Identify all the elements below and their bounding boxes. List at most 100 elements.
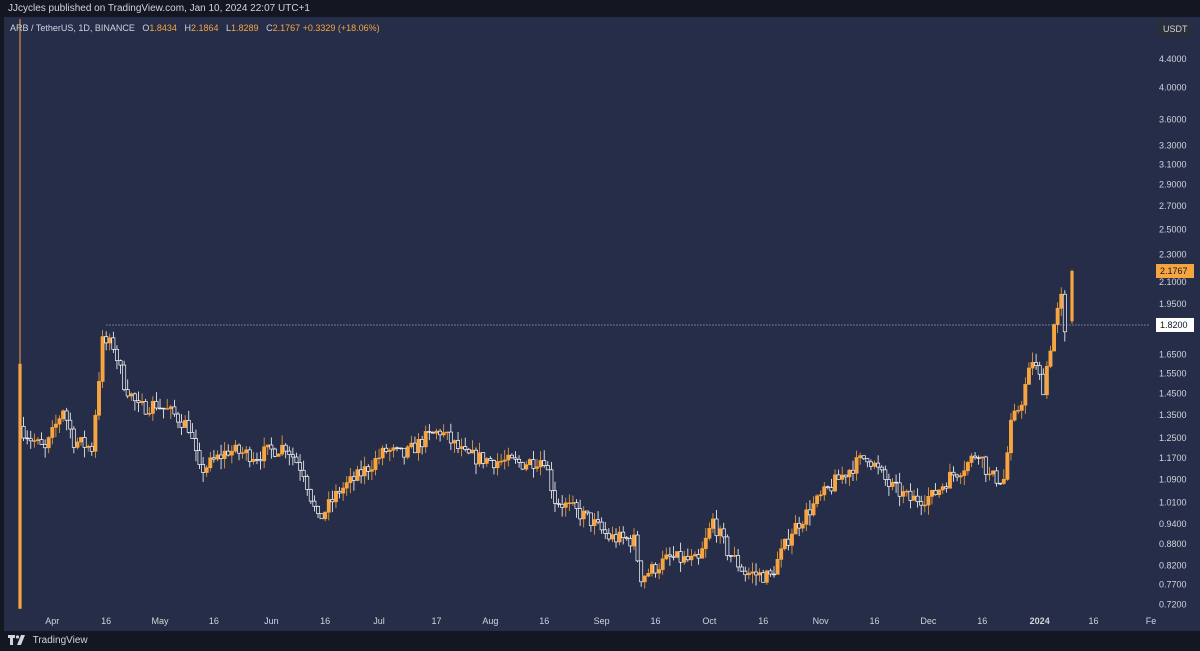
candle-body (255, 459, 259, 461)
candle-body (179, 421, 184, 428)
candle-body (201, 464, 206, 473)
candle-body (193, 438, 198, 451)
candle-body (764, 570, 769, 583)
candle-body (829, 487, 834, 492)
candle-body (488, 458, 493, 461)
candle-body (951, 471, 956, 476)
candle-body (140, 401, 145, 404)
candle-body (617, 531, 622, 543)
price-tick-label: 0.8800 (1159, 539, 1187, 549)
candle-body (664, 554, 669, 560)
candle-body (344, 482, 349, 489)
candle-body (872, 462, 877, 467)
candle-body (132, 393, 137, 402)
candle-body (276, 453, 281, 457)
candle-body (851, 469, 855, 474)
candle-body (100, 336, 105, 382)
candle-body (793, 522, 798, 535)
candle-body (319, 513, 324, 520)
candle-body (624, 537, 629, 539)
candle-body (545, 465, 550, 471)
candle-body (667, 554, 672, 557)
candle-body (904, 490, 909, 493)
candle-body (983, 456, 988, 475)
last-price-tag (1156, 264, 1194, 279)
price-tick-label: 3.3000 (1159, 141, 1187, 151)
candle-body (107, 337, 112, 344)
candle-body (413, 442, 417, 454)
candle-body (1070, 271, 1074, 322)
candle-body (32, 440, 37, 442)
candle-body (1026, 367, 1031, 385)
candle-body (779, 548, 784, 560)
candle-body (811, 503, 816, 516)
candle-body (416, 438, 421, 454)
currency-label: USDT (1163, 24, 1188, 34)
candle-body (513, 457, 518, 460)
candle-body (603, 529, 608, 534)
candle-body (596, 519, 601, 523)
candle-body (933, 490, 938, 496)
candle-body (1019, 404, 1024, 411)
candle-body (578, 508, 583, 520)
candle-body (886, 479, 891, 487)
candle-body (746, 572, 751, 576)
candle-body (474, 449, 478, 465)
candle-body (861, 455, 866, 460)
candle-body (247, 449, 252, 462)
price-tick-label: 1.6500 (1159, 350, 1187, 360)
candle-body (1062, 293, 1067, 333)
candle-body (682, 556, 687, 563)
candle-body (822, 486, 827, 496)
candle-body (484, 458, 489, 464)
candle-body (502, 459, 507, 462)
candle-body (775, 559, 780, 575)
candle-body (186, 419, 191, 433)
candle-body (743, 570, 748, 576)
candle-body (305, 476, 310, 490)
candle-body (797, 522, 802, 529)
candle-body (377, 457, 381, 460)
ohlc-legend: ARB / TetherUS, 1D, BINANCE O1.8434 H2.1… (10, 23, 380, 33)
candle-body (459, 446, 464, 449)
candle-body (642, 575, 647, 583)
candle-body (890, 481, 895, 487)
candle-body (104, 336, 109, 344)
price-tick-label: 0.9400 (1159, 519, 1187, 529)
candle-body (660, 558, 665, 570)
price-tick-label: 1.0900 (1159, 475, 1187, 485)
candle-body (506, 454, 511, 461)
candle-body (757, 572, 762, 576)
price-tick-label: 3.1000 (1159, 159, 1187, 169)
candle-body (1037, 365, 1042, 375)
high-value: 2.1864 (190, 23, 219, 33)
candle-body (226, 450, 231, 456)
candle-body (118, 360, 123, 366)
candle-body (312, 500, 317, 507)
candle-body (854, 457, 859, 474)
candle-body (930, 490, 934, 497)
candle-body (628, 538, 633, 547)
candle-body (25, 437, 30, 440)
price-chart[interactable]: 4.4000 4.0000 3.6000 3.3000 3.1000 2.9000 2.70… (4, 17, 1200, 631)
symbol-label: ARB / TetherUS, 1D, BINANCE (10, 23, 135, 33)
candle-body (402, 447, 407, 458)
candle-body (987, 473, 992, 476)
candle-body (610, 534, 615, 540)
candle-body (150, 400, 155, 414)
candle-body (728, 555, 733, 557)
close-value: 2.1767 (272, 23, 301, 33)
candle-body (1030, 362, 1035, 369)
candle-body (272, 448, 277, 457)
candle-body (53, 423, 58, 428)
low-value: 1.8289 (231, 23, 259, 33)
candle-body (222, 450, 227, 459)
time-tick-label: 16 (209, 616, 219, 626)
candle-body (685, 556, 690, 561)
time-tick-label: Apr (45, 616, 59, 626)
time-tick-label: May (152, 616, 170, 626)
candle-body (380, 447, 385, 459)
chart-area[interactable]: 4.4000 4.0000 3.6000 3.3000 3.1000 2.9000 2.70… (4, 17, 1200, 631)
candle-body (531, 459, 536, 469)
candle-body (1059, 293, 1064, 309)
